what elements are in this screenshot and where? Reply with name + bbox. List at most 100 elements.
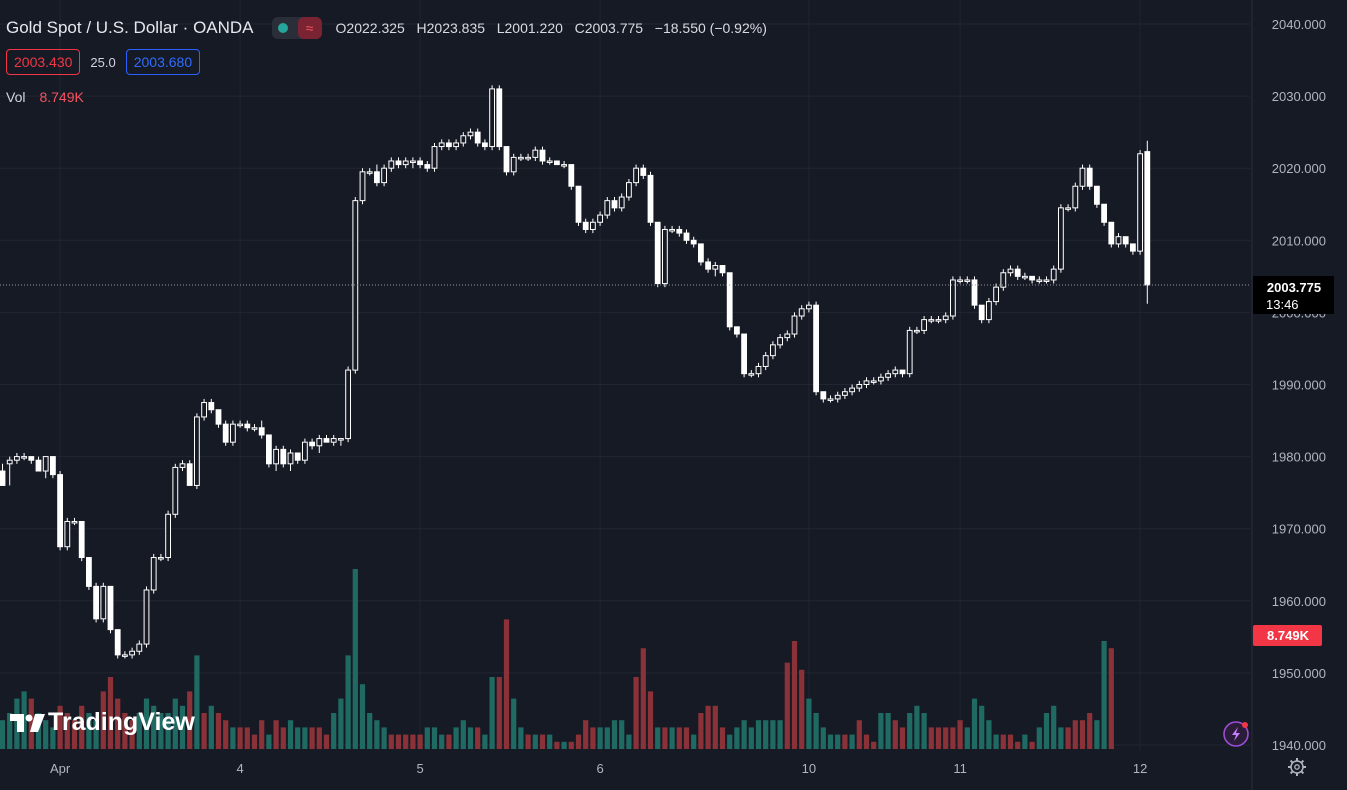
volume-bar (237, 727, 243, 749)
candle-body (388, 160, 395, 169)
volume-bar (1051, 705, 1057, 749)
bar-countdown: 13:46 (1266, 297, 1299, 312)
volume-bar (230, 727, 236, 749)
symbol-title[interactable]: Gold Spot / U.S. Dollar · OANDA (6, 18, 254, 37)
high-label: H (416, 20, 427, 36)
market-status-toggle[interactable]: ≈ (271, 17, 322, 39)
volume-bar (986, 720, 992, 749)
volume-bar (158, 713, 164, 749)
volume-bar (57, 705, 63, 749)
volume-bar (439, 734, 445, 749)
candle-body (906, 329, 913, 375)
volume-bar (1043, 713, 1050, 749)
volume-bar (899, 727, 906, 749)
buy-button[interactable]: 2003.680 (125, 49, 201, 75)
candle-body (762, 355, 769, 367)
volume-bar (50, 727, 56, 749)
volume-bar (633, 677, 639, 749)
volume-bar (849, 734, 855, 749)
volume-bar (885, 713, 891, 749)
candle-body (194, 416, 200, 486)
candle-body (1122, 236, 1129, 245)
candle-body (690, 239, 697, 245)
volume-bar (611, 720, 618, 749)
price-tick-label: 1950.000 (1272, 666, 1326, 681)
time-tick-label: 11 (953, 761, 967, 776)
candle-body (165, 513, 171, 559)
symbol-legend: Gold Spot / U.S. Dollar · OANDA ≈ O2022.… (6, 17, 767, 39)
volume-bar (1101, 641, 1107, 749)
volume-bar (208, 705, 214, 749)
volume-bar (244, 727, 250, 749)
candle-body (280, 448, 287, 465)
candle-body (798, 308, 805, 317)
volume-bar (309, 727, 315, 749)
volume-bar (251, 734, 258, 749)
candle-body (640, 167, 647, 176)
volume-bar (475, 727, 481, 749)
candle-body (122, 654, 128, 657)
volume-badge: 8.749K (1253, 625, 1322, 646)
volume-bar (7, 713, 13, 749)
candle-body (503, 146, 510, 173)
candle-body (942, 315, 949, 321)
candle-body (453, 142, 460, 148)
settings-gear-icon[interactable] (1288, 758, 1306, 776)
candle-body (345, 369, 352, 440)
candle-body (1036, 279, 1043, 282)
candle-body (554, 160, 560, 166)
candle-body (266, 434, 272, 465)
tradingview-logo[interactable]: TradingView (8, 708, 195, 737)
volume-bar (431, 727, 438, 749)
price-tick-label: 1940.000 (1272, 738, 1326, 753)
volume-bar (842, 734, 848, 749)
volume-label[interactable]: Vol (6, 89, 26, 105)
candle-body (309, 441, 316, 447)
candle-body (93, 585, 99, 620)
volume-bar (583, 720, 589, 749)
volume-bar (280, 727, 286, 749)
candle-body (1022, 275, 1028, 279)
volume-bar (777, 720, 783, 749)
candle-body (431, 146, 438, 169)
candle-body (186, 463, 193, 486)
candle-body (237, 423, 243, 427)
candle-body (215, 409, 222, 425)
volume-bar (460, 720, 466, 749)
volume-bar (136, 713, 142, 749)
candle-body (870, 380, 877, 383)
volume-bar (741, 720, 747, 749)
volume-bar (331, 713, 337, 749)
volume-bar (827, 734, 834, 749)
time-tick-label: 5 (416, 761, 423, 776)
candle-body (705, 261, 712, 270)
high-value: 2023.835 (426, 20, 486, 36)
candle-body (1086, 167, 1093, 187)
volume-badge-value: 8.749K (1267, 628, 1310, 643)
time-tick-label: 10 (802, 761, 816, 776)
candle-body (71, 520, 78, 524)
volume-bar (467, 727, 474, 749)
volume-bar (259, 720, 265, 749)
volume-bar (813, 713, 819, 749)
candle-body (438, 142, 445, 148)
volume-bar (403, 734, 409, 749)
volume-bar (129, 720, 135, 749)
volume-bar (921, 713, 927, 749)
volume-bar (698, 713, 704, 749)
lightning-alert-icon[interactable] (1223, 721, 1249, 747)
candle-body (467, 131, 474, 137)
volume-bar (453, 727, 459, 749)
volume-bar (683, 727, 690, 749)
open-label: O (335, 20, 347, 36)
volume-bar (597, 727, 603, 749)
sell-button[interactable]: 2003.430 (6, 49, 81, 75)
volume-bar (107, 677, 114, 749)
low-value: 2001.220 (504, 20, 563, 36)
candle-body (647, 174, 654, 223)
candle-body (748, 373, 755, 376)
candle-body (482, 142, 488, 148)
volume-bar (719, 727, 726, 749)
volume-bar (907, 713, 913, 749)
